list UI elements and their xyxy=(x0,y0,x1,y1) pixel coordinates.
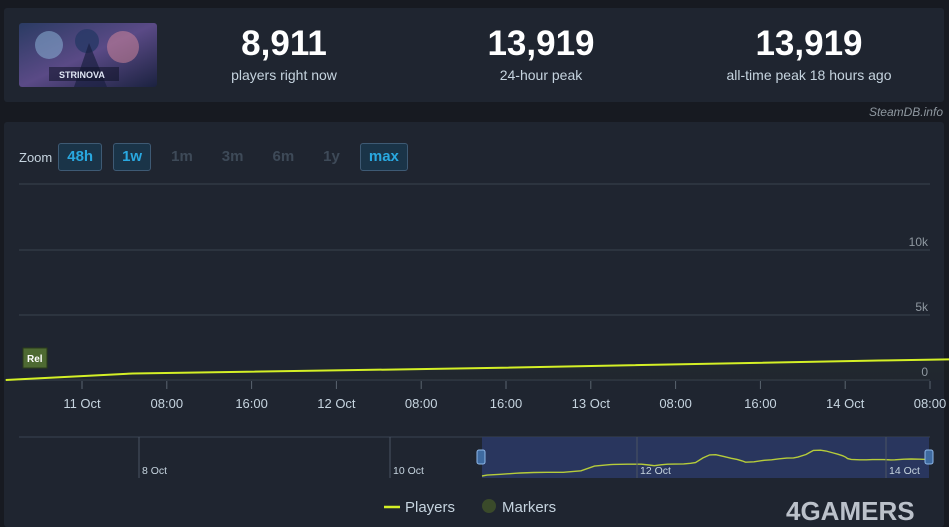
stat-value: 8,911 xyxy=(241,24,327,63)
x-tick-label: 08:00 xyxy=(914,396,947,411)
navigator-labels: 8 Oct 10 Oct 12 Oct 14 Oct xyxy=(142,465,920,477)
release-marker-box[interactable] xyxy=(22,347,48,369)
x-tick-label: 11 Oct xyxy=(63,396,101,411)
stat-all-time-peak: 13,919 all-time peak 18 hours ago xyxy=(695,24,923,84)
legend-players-label[interactable]: Players xyxy=(405,499,455,516)
stat-value: 13,919 xyxy=(487,24,595,63)
y-tick-label: 5k xyxy=(915,300,929,314)
watermark: 4GAMERS xyxy=(786,496,915,526)
zoom-6m-button[interactable]: 6m xyxy=(272,148,295,165)
stat-label: 24-hour peak xyxy=(499,67,583,83)
zoom-1w-button[interactable]: 1w xyxy=(113,143,152,171)
x-tick-label: 08:00 xyxy=(151,396,184,411)
navigator-tick-label: 10 Oct xyxy=(393,465,424,477)
stat-24h-peak: 13,919 24-hour peak xyxy=(442,24,640,84)
stats-panel: STRINOVA 8,911 players right now 13,919 … xyxy=(4,8,944,102)
navigator-tick-label: 8 Oct xyxy=(142,465,167,477)
legend-markers-swatch xyxy=(482,499,496,513)
x-tick-label: 16:00 xyxy=(744,396,777,411)
game-art: STRINOVA xyxy=(19,23,157,87)
zoom-max-button[interactable]: max xyxy=(359,143,408,171)
zoom-3m-button[interactable]: 3m xyxy=(221,148,244,165)
y-tick-label: 0 xyxy=(921,365,928,379)
y-tick-label: 10k xyxy=(909,235,929,249)
x-tick-label: 16:00 xyxy=(235,396,268,411)
x-axis-labels: 11 Oct 08:00 16:00 12 Oct 08:00 16:00 13 Oct 08… xyxy=(63,396,946,411)
navigator-tick-label: 12 Oct xyxy=(640,465,671,477)
chart-legend: Players Markers xyxy=(384,499,556,516)
x-tick-label: 12 Oct xyxy=(317,396,356,411)
zoom-48h-button[interactable]: 48h xyxy=(58,143,103,171)
x-tick-label: 08:00 xyxy=(405,396,438,411)
navigator-tick-label: 14 Oct xyxy=(889,465,920,477)
game-logo: STRINOVA xyxy=(59,70,105,80)
players-area xyxy=(5,359,949,380)
legend-markers-label[interactable]: Markers xyxy=(502,499,556,516)
x-tick-label: 16:00 xyxy=(490,396,523,411)
players-line[interactable] xyxy=(5,201,949,381)
navigator-series xyxy=(481,449,930,477)
y-axis-labels: 0 5k 10k xyxy=(909,235,929,379)
x-tick-label: 08:00 xyxy=(659,396,692,411)
stat-current-players: 8,911 players right now xyxy=(185,24,383,84)
navigator-right-handle[interactable] xyxy=(924,449,934,465)
release-marker[interactable]: Rel xyxy=(22,347,48,369)
x-tick-label: 13 Oct xyxy=(572,396,611,411)
x-axis-ticks xyxy=(81,381,931,389)
range-navigator[interactable]: 8 Oct 10 Oct 12 Oct 14 Oct xyxy=(19,436,934,478)
stat-value: 13,919 xyxy=(755,24,863,63)
zoom-controls: Zoom 48h 1w 1m 3m 6m 1y max xyxy=(19,142,419,172)
x-tick-label: 14 Oct xyxy=(826,396,865,411)
navigator-ticks xyxy=(138,437,887,478)
steamdb-credit[interactable]: SteamDB.info xyxy=(868,105,943,119)
stat-label: all-time peak 18 hours ago xyxy=(726,67,892,83)
zoom-1y-button[interactable]: 1y xyxy=(323,148,340,165)
zoom-label: Zoom xyxy=(19,149,53,165)
stat-label: players right now xyxy=(231,67,337,83)
navigator-left-handle[interactable] xyxy=(476,449,486,465)
chart-gridlines xyxy=(19,183,930,381)
zoom-1m-button[interactable]: 1m xyxy=(171,148,193,165)
release-marker-label: Rel xyxy=(27,354,43,365)
game-thumbnail[interactable]: STRINOVA xyxy=(19,23,157,87)
